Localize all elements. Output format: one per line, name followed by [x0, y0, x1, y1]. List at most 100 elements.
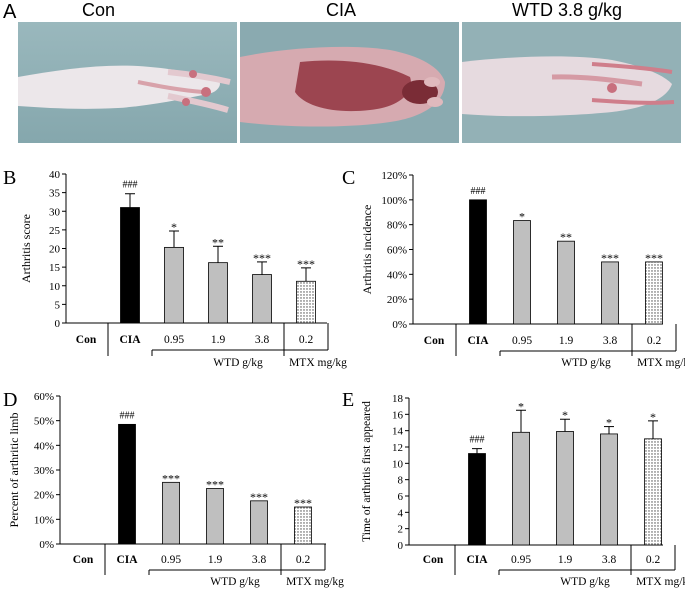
- significance-label: **: [560, 230, 572, 244]
- y-axis-label: Percent of arthritic limb: [7, 413, 21, 528]
- chart-panel-e: E 0 2 4 6 8 10 12 14 16 18 Time of arthritis first …: [342, 389, 685, 588]
- significance-label: *: [562, 408, 568, 422]
- category-label: Con: [76, 334, 97, 346]
- significance-label: *: [518, 399, 524, 413]
- group-label-mtx: MTX mg/kg: [636, 576, 685, 588]
- y-tick-label: 10: [49, 281, 61, 293]
- significance-label: ###: [471, 186, 486, 197]
- category-label: CIA: [466, 554, 488, 566]
- y-tick-label: 40: [49, 169, 61, 181]
- photo-label-cia: CIA: [326, 0, 357, 20]
- panel-letter: D: [3, 389, 17, 411]
- significance-label: ###: [470, 435, 485, 446]
- significance-label: ***: [206, 478, 224, 492]
- group-label-mtx: MTX mg/kg: [286, 576, 344, 588]
- bar: [512, 431, 530, 546]
- y-tick-label: 60%: [387, 245, 407, 257]
- y-tick-label: 5: [55, 299, 61, 311]
- panel-letter: B: [3, 167, 16, 189]
- bar: [252, 274, 272, 324]
- group-label-wtd: WTD g/kg: [210, 576, 260, 588]
- bar: [557, 240, 575, 325]
- significance-label: ###: [120, 410, 135, 421]
- y-tick-label: 50%: [34, 416, 54, 428]
- category-label: 0.95: [161, 554, 181, 566]
- bar: [644, 438, 662, 546]
- y-tick-label: 20%: [34, 490, 54, 502]
- category-label: 1.9: [208, 554, 223, 566]
- y-tick-label: 6: [398, 491, 404, 503]
- category-label: 0.2: [647, 335, 662, 347]
- group-label-mtx: MTX mg/kg: [637, 357, 685, 369]
- category-label: 3.8: [603, 335, 618, 347]
- significance-label: *: [606, 416, 612, 430]
- chart-panel-d: D 0% 10% 20% 30% 40% 50% 60% Percent of arthriti…: [3, 389, 344, 588]
- y-tick-label: 18: [392, 393, 404, 405]
- bar: [250, 500, 268, 545]
- category-label: 1.9: [559, 335, 574, 347]
- significance-label: ***: [645, 251, 663, 265]
- y-tick-label: 4: [398, 507, 404, 519]
- category-label: 3.8: [602, 554, 617, 566]
- y-tick-label: 15: [49, 262, 61, 274]
- y-tick-label: 0: [398, 540, 404, 552]
- bar: [556, 431, 574, 546]
- group-label-mtx: MTX mg/kg: [289, 357, 347, 369]
- category-label: Con: [423, 554, 444, 566]
- category-label: 0.95: [164, 334, 184, 346]
- significance-label: *: [171, 220, 177, 234]
- category-label: 0.95: [511, 554, 531, 566]
- group-label-wtd: WTD g/kg: [561, 357, 611, 369]
- paw-illustration-cia: [240, 22, 459, 143]
- y-tick-label: 0%: [392, 319, 407, 331]
- paw-illustration-con: [18, 22, 237, 143]
- category-label: 0.2: [296, 554, 311, 566]
- significance-label: **: [212, 235, 224, 249]
- y-tick-label: 14: [392, 426, 404, 438]
- y-tick-label: 30: [49, 206, 61, 218]
- bar: [206, 488, 224, 545]
- panel-letter: E: [342, 389, 354, 411]
- bar: [513, 220, 531, 325]
- bar: [118, 423, 136, 545]
- category-label: 0.95: [512, 335, 532, 347]
- y-tick-label: 10: [392, 458, 404, 470]
- y-tick-label: 80%: [387, 220, 407, 232]
- y-axis-label: Time of arthritis first appeared: [361, 401, 373, 542]
- significance-label: ***: [297, 257, 315, 271]
- y-tick-label: 60%: [34, 391, 54, 403]
- category-label: Con: [73, 554, 94, 566]
- photo-cia-paw: [240, 22, 459, 143]
- significance-label: *: [519, 210, 525, 224]
- significance-label: ***: [162, 471, 180, 485]
- significance-label: ***: [294, 496, 312, 510]
- bar: [120, 207, 140, 324]
- bar: [600, 433, 618, 546]
- category-label: 3.8: [252, 554, 267, 566]
- y-tick-label: 8: [398, 475, 404, 487]
- category-label: CIA: [116, 554, 138, 566]
- group-label-wtd: WTD g/kg: [560, 576, 610, 588]
- category-label: CIA: [119, 334, 141, 346]
- bar: [469, 199, 487, 325]
- y-tick-label: 12: [392, 442, 403, 454]
- bar: [164, 246, 184, 324]
- y-tick-label: 30%: [34, 465, 54, 477]
- y-tick-label: 2: [398, 524, 404, 536]
- photo-wtd-paw: [462, 22, 681, 143]
- category-label: 1.9: [211, 334, 226, 346]
- y-tick-label: 25: [49, 225, 61, 237]
- photo-label-con: Con: [82, 0, 116, 20]
- significance-label: *: [650, 410, 656, 424]
- panel-letter-a: A: [3, 1, 17, 23]
- y-tick-label: 100%: [381, 195, 407, 207]
- significance-label: ###: [123, 180, 138, 191]
- bar: [162, 481, 180, 545]
- photo-label-wtd: WTD 3.8 g/kg: [512, 0, 623, 20]
- y-tick-label: 20%: [387, 294, 407, 306]
- y-tick-label: 16: [392, 409, 404, 421]
- category-label: Con: [424, 335, 445, 347]
- significance-label: ***: [250, 490, 268, 504]
- y-axis-label: Arthritis incidence: [360, 205, 374, 295]
